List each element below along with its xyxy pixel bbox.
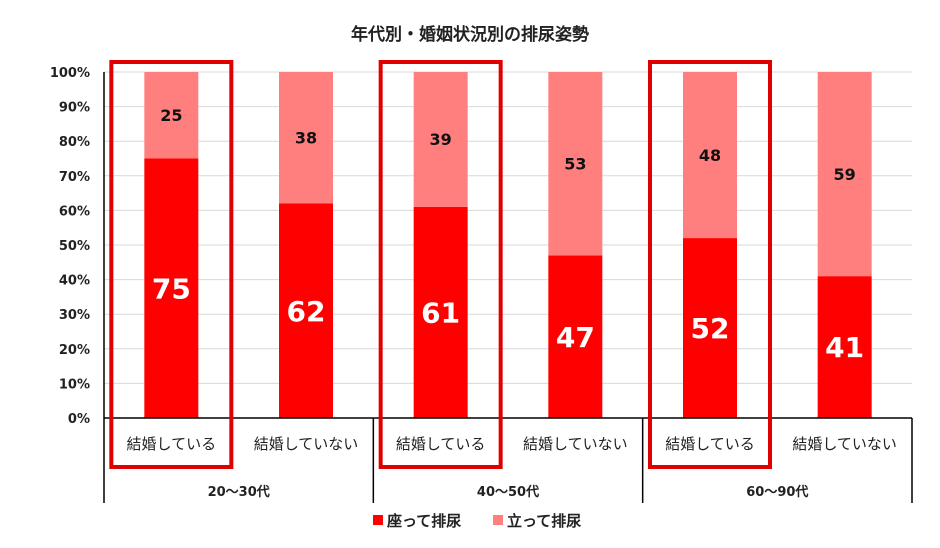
bar-segment [413,206,468,418]
bar-segment [548,255,603,418]
bar-segment [683,72,737,239]
bar-segment [144,72,199,159]
data-label: 38 [295,129,317,148]
bar-segment [548,72,603,256]
highlight-boxes [109,60,772,469]
y-tick-label: 80% [59,135,90,150]
gridlines [104,71,912,384]
data-label: 48 [699,146,721,165]
group-label: 20〜30代 [208,484,270,500]
x-tick-label: 結婚していない [792,435,897,453]
data-label: 59 [834,165,856,184]
bar-segment [413,72,468,207]
data-label: 52 [691,312,730,345]
legend-label: 立って排尿 [507,512,581,530]
y-tick-label: 20% [59,343,90,358]
y-tick-label: 30% [59,308,90,323]
x-tick-label: 結婚している [396,435,486,453]
y-axis: 0% 10% 20% 30% 40% 50% 60% 70% 80% 90% 100% [50,66,105,427]
legend-swatch [373,515,383,525]
x-tick-label: 結婚している [665,435,755,453]
x-tick-label: 結婚している [127,435,217,453]
y-tick-label: 50% [59,239,90,254]
chart-title: 年代別・婚姻状況別の排尿姿勢 [351,24,589,45]
data-label: 39 [430,130,452,149]
data-label: 41 [825,331,864,364]
data-label: 25 [160,106,182,125]
bar-segment [144,158,199,418]
y-tick-label: 10% [59,377,90,392]
group-label: 60〜90代 [746,484,808,500]
group-label: 40〜50代 [477,484,539,500]
bars: 75 25 62 38 61 39 47 53 52 48 41 59 [144,72,872,418]
x-tick-label: 結婚していない [523,435,628,453]
y-tick-label: 70% [59,170,90,185]
bar-segment [279,72,333,204]
data-label: 47 [556,321,595,354]
y-tick-label: 100% [50,66,90,81]
highlight-box [378,60,503,469]
data-label: 53 [564,154,586,173]
legend: 座って排尿 立って排尿 [373,512,581,530]
highlight-box [648,60,772,469]
bar-segment [683,238,737,418]
bar-segment [817,276,872,418]
highlight-box [109,60,234,469]
x-axis: 結婚している 結婚していない 結婚している 結婚していない 結婚している 結婚していない 2… [103,417,913,503]
bar-segment [817,72,872,277]
x-tick-label: 結婚していない [254,435,359,453]
data-label: 61 [421,297,460,330]
bar-segment [279,203,333,418]
y-tick-label: 0% [68,412,90,427]
legend-swatch [493,515,503,525]
legend-label: 座って排尿 [386,512,461,530]
y-tick-label: 60% [59,204,90,219]
y-tick-label: 90% [59,101,90,116]
y-tick-label: 40% [59,274,90,289]
data-label: 62 [287,295,326,328]
data-label: 75 [152,272,191,305]
